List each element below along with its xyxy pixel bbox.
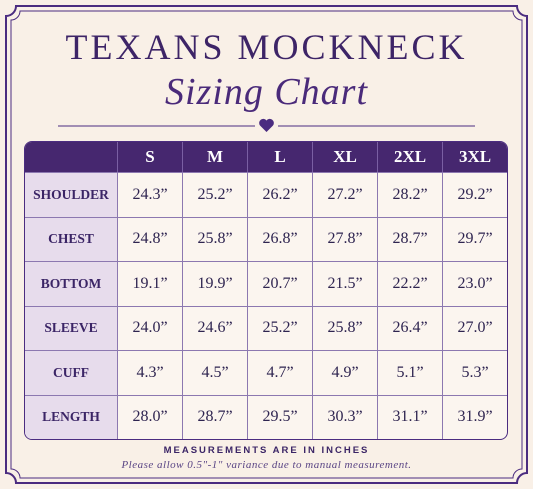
- measurement: 27.8”: [312, 216, 377, 261]
- size-header: M: [182, 142, 247, 172]
- measurement: 4.3”: [117, 350, 182, 395]
- measurement: 19.1”: [117, 261, 182, 306]
- subtitle: Sizing Chart: [164, 71, 369, 113]
- measurement: 5.3”: [442, 350, 507, 395]
- measurement: 4.5”: [182, 350, 247, 395]
- size-header: XL: [312, 142, 377, 172]
- measurement: 31.1”: [377, 394, 442, 439]
- row-label: LENGTH: [25, 394, 117, 439]
- outer-border: [5, 5, 528, 484]
- measurement: 25.2”: [247, 305, 312, 350]
- table-row: SHOULDER 24.3” 25.2” 26.2” 27.2” 28.2” 29.2”: [25, 172, 507, 217]
- measurement: 4.9”: [312, 350, 377, 395]
- table-row: CHEST 24.8” 25.8” 26.8” 27.8” 28.7” 29.7”: [25, 216, 507, 261]
- measurement: 24.6”: [182, 305, 247, 350]
- measurement: 29.7”: [442, 216, 507, 261]
- row-label: SHOULDER: [25, 172, 117, 217]
- size-table: S M L XL 2XL 3XL SHOULDER 24.3” 25.2” 26.2” 27.2” 2…: [24, 141, 508, 440]
- row-label: SLEEVE: [25, 305, 117, 350]
- table-row: SLEEVE 24.0” 24.6” 25.2” 25.8” 26.4” 27.0”: [25, 305, 507, 350]
- measurement: 27.2”: [312, 172, 377, 217]
- measurement: 4.7”: [247, 350, 312, 395]
- measurement: 25.8”: [312, 305, 377, 350]
- size-header: 2XL: [377, 142, 442, 172]
- heart-icon: [259, 118, 274, 132]
- corner-cell: [25, 142, 117, 172]
- row-label: CHEST: [25, 216, 117, 261]
- measurement: 28.2”: [377, 172, 442, 217]
- measurement: 28.0”: [117, 394, 182, 439]
- measurement: 5.1”: [377, 350, 442, 395]
- footer-note: MEASUREMENTS ARE IN INCHES: [163, 445, 370, 456]
- footer-disclaimer: Please allow 0.5"-1" variance due to man…: [121, 459, 412, 471]
- table-row: LENGTH 28.0” 28.7” 29.5” 30.3” 31.1” 31.9”: [25, 394, 507, 439]
- size-header: 3XL: [442, 142, 507, 172]
- table-row: BOTTOM 19.1” 19.9” 20.7” 21.5” 22.2” 23.0”: [25, 261, 507, 306]
- size-header: S: [117, 142, 182, 172]
- table-row: CUFF 4.3” 4.5” 4.7” 4.9” 5.1” 5.3”: [25, 350, 507, 395]
- measurement: 25.2”: [182, 172, 247, 217]
- measurement: 19.9”: [182, 261, 247, 306]
- measurement: 26.4”: [377, 305, 442, 350]
- measurement: 25.8”: [182, 216, 247, 261]
- measurement: 28.7”: [182, 394, 247, 439]
- measurement: 30.3”: [312, 394, 377, 439]
- measurement: 24.0”: [117, 305, 182, 350]
- measurement: 29.2”: [442, 172, 507, 217]
- measurement: 29.5”: [247, 394, 312, 439]
- row-label: BOTTOM: [25, 261, 117, 306]
- measurement: 27.0”: [442, 305, 507, 350]
- row-label: CUFF: [25, 350, 117, 395]
- measurement: 20.7”: [247, 261, 312, 306]
- title: TEXANS MOCKNECK: [65, 27, 468, 67]
- measurement: 23.0”: [442, 261, 507, 306]
- header-row: S M L XL 2XL 3XL: [25, 142, 507, 172]
- measurement: 26.8”: [247, 216, 312, 261]
- measurement: 21.5”: [312, 261, 377, 306]
- measurement: 22.2”: [377, 261, 442, 306]
- size-header: L: [247, 142, 312, 172]
- measurement: 31.9”: [442, 394, 507, 439]
- measurement: 28.7”: [377, 216, 442, 261]
- measurement: 24.8”: [117, 216, 182, 261]
- measurement: 26.2”: [247, 172, 312, 217]
- measurement: 24.3”: [117, 172, 182, 217]
- inner-border: [10, 10, 523, 479]
